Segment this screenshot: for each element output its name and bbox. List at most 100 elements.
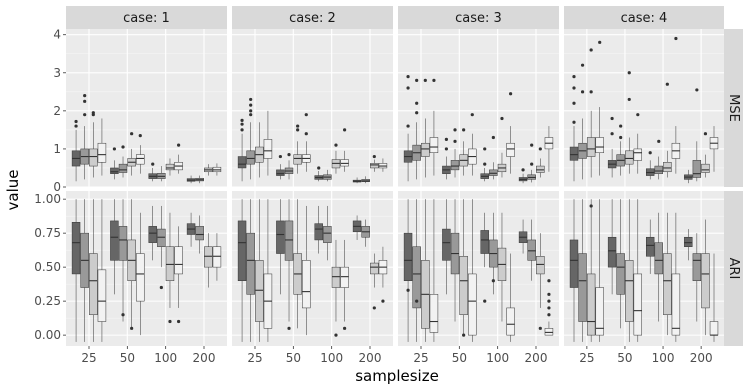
outlier-point xyxy=(296,128,300,132)
outlier-point xyxy=(130,326,134,330)
box-ari-case1-n50-s1 xyxy=(110,199,119,295)
box-body xyxy=(89,148,98,167)
box-body xyxy=(246,232,255,295)
outlier-point xyxy=(580,63,585,67)
box-body xyxy=(340,159,349,167)
box-body xyxy=(633,148,643,161)
box-body xyxy=(595,287,604,336)
box-mse-case4-n100-s3 xyxy=(663,82,672,178)
box-ari-case4-n100-s3 xyxy=(663,212,672,336)
outlier-point xyxy=(530,143,534,147)
y-tick-label: 0.50 xyxy=(34,260,61,274)
box-mse-case1-n25-s1 xyxy=(71,119,81,182)
outlier-point xyxy=(406,124,410,128)
outlier-point xyxy=(462,333,466,337)
outlier-point xyxy=(589,90,593,94)
outlier-point xyxy=(491,279,495,283)
box-ari-case2-n200-s1 xyxy=(352,215,362,240)
box-ari-case1-n200-s4 xyxy=(212,233,222,281)
box-body xyxy=(429,137,439,153)
box-mse-case4-n50-s1 xyxy=(607,116,617,178)
box-body xyxy=(625,260,634,322)
box-ari-case3-n200-s2 xyxy=(527,219,536,281)
outlier-point xyxy=(177,143,181,147)
box-mse-case2-n25-s4 xyxy=(263,110,273,176)
box-body xyxy=(110,220,119,261)
box-body xyxy=(340,266,349,288)
box-ari-case1-n25-s2 xyxy=(80,199,89,342)
outlier-point xyxy=(703,132,708,136)
box-ari-case2-n100-s1 xyxy=(314,205,323,254)
box-mse-case2-n100-s3 xyxy=(331,143,341,174)
box-mse-case2-n50-s3 xyxy=(293,124,302,174)
box-mse-case4-n25-s3 xyxy=(586,48,596,178)
box-ari-case3-n50-s4 xyxy=(468,199,477,342)
outlier-point xyxy=(538,326,542,330)
outlier-point xyxy=(121,313,125,317)
box-body xyxy=(595,137,604,153)
facet-strips: MSE ARI case: 1 case: 2 case: 3 case: 4 xyxy=(66,6,743,346)
box-body xyxy=(684,236,693,247)
box-ari-case1-n100-s2 xyxy=(157,205,166,290)
outlier-point xyxy=(406,74,410,79)
box-ari-case4-n100-s4 xyxy=(671,212,681,342)
box-body xyxy=(237,220,247,281)
outlier-point xyxy=(168,319,172,324)
outlier-point xyxy=(372,306,376,310)
outlier-point xyxy=(296,124,300,128)
box-body xyxy=(165,246,175,281)
box-mse-case2-n50-s4 xyxy=(302,113,311,172)
box-body xyxy=(625,150,634,165)
box-body xyxy=(110,167,119,174)
box-mse-case1-n50-s4 xyxy=(136,134,145,174)
box-mse-case1-n100-s3 xyxy=(165,158,175,176)
outlier-point xyxy=(657,139,661,143)
box-body xyxy=(314,223,323,241)
column-strip-label: case: 4 xyxy=(621,11,668,26)
box-mse-case1-n50-s3 xyxy=(127,132,136,176)
row-strip-ari xyxy=(724,191,743,346)
box-marks xyxy=(71,36,719,342)
box-mse-case4-n25-s4 xyxy=(595,40,604,176)
box-body xyxy=(174,246,183,275)
box-mse-case4-n100-s2 xyxy=(654,139,663,180)
outlier-point xyxy=(521,168,525,172)
x-axis-title: samplesize xyxy=(355,367,439,384)
column-strip-case-1 xyxy=(66,6,227,29)
box-body xyxy=(586,273,596,336)
outlier-point xyxy=(547,313,551,317)
outlier-point xyxy=(415,78,419,82)
box-ari-case1-n25-s1 xyxy=(71,199,81,342)
box-mse-case2-n50-s1 xyxy=(276,154,285,180)
column-strip-case-2 xyxy=(232,6,393,29)
box-mse-case1-n200-s2 xyxy=(195,175,204,184)
box-body xyxy=(506,142,515,157)
panel-mse-case-2 xyxy=(232,29,393,187)
box-body xyxy=(671,273,681,336)
box-body xyxy=(323,226,332,243)
box-ari-case1-n100-s1 xyxy=(148,205,157,261)
outlier-point xyxy=(530,162,534,166)
outlier-point xyxy=(415,111,419,115)
box-ari-case2-n50-s2 xyxy=(284,199,294,330)
outlier-point xyxy=(415,101,419,105)
box-body xyxy=(578,253,587,322)
outlier-point xyxy=(151,162,155,166)
outlier-point xyxy=(415,299,419,303)
x-tick-label: 50 xyxy=(452,351,467,365)
box-ari-case4-n200-s4 xyxy=(709,253,719,342)
box-ari-case3-n100-s1 xyxy=(480,212,489,303)
x-tick-label: 100 xyxy=(154,351,177,365)
outlier-point xyxy=(500,116,504,121)
outlier-point xyxy=(343,128,347,132)
outlier-point xyxy=(112,147,116,151)
x-tick-label: 100 xyxy=(486,351,509,365)
box-mse-case3-n100-s3 xyxy=(497,116,507,178)
outlier-point xyxy=(695,88,699,92)
box-body xyxy=(536,256,545,275)
box-body xyxy=(71,222,81,275)
box-ari-case4-n100-s1 xyxy=(645,219,655,274)
box-ari-case2-n200-s2 xyxy=(361,219,370,247)
y-tick-label: 0.00 xyxy=(34,328,61,342)
box-body xyxy=(284,220,294,261)
